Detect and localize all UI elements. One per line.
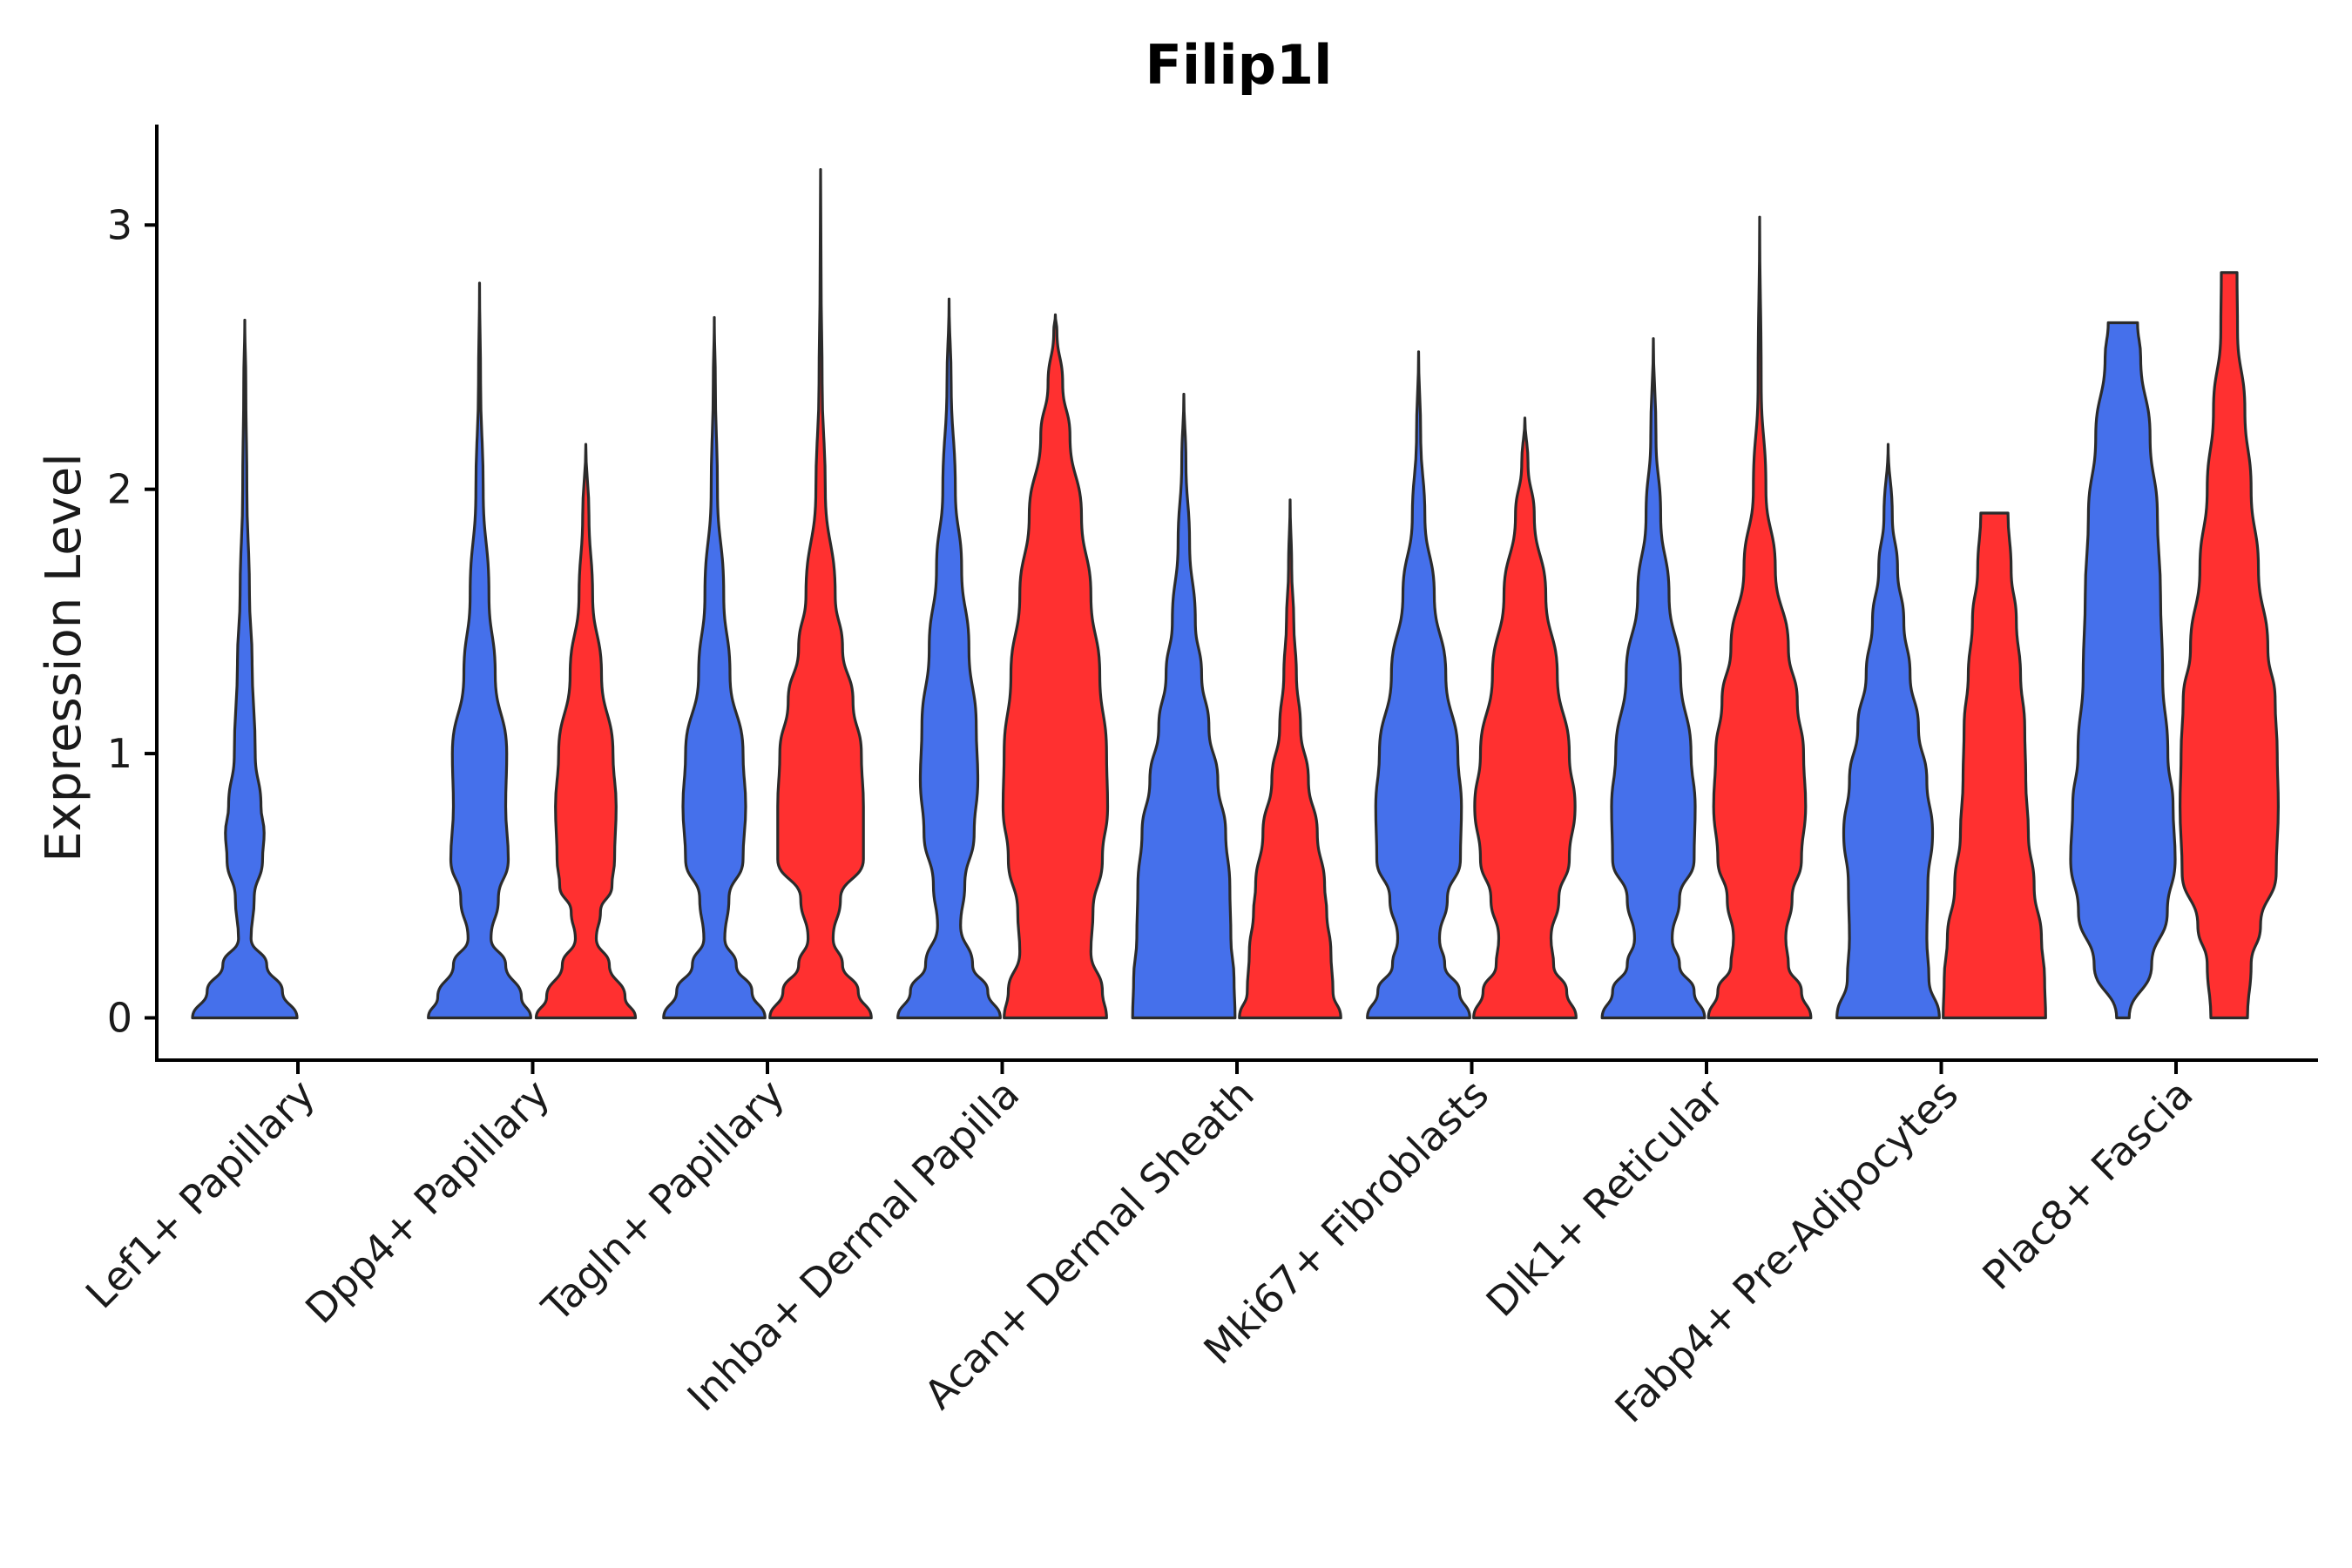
y-tick-label: 0 — [107, 994, 132, 1041]
violin-group_a — [1366, 350, 1471, 1020]
violin-group_b — [2179, 271, 2280, 1020]
violin-group_a — [662, 315, 767, 1020]
violin-group_b — [1472, 416, 1578, 1020]
violin-group_a — [1835, 443, 1941, 1020]
violin-group_b — [1238, 498, 1342, 1020]
violin-group_a — [1131, 392, 1237, 1020]
violin-group_a — [896, 297, 1002, 1020]
violin-group_b — [1707, 215, 1813, 1020]
violin-group_a — [1600, 337, 1707, 1020]
violin-group_a — [427, 281, 532, 1020]
x-tick-label: Tagln+ Papillary — [532, 1071, 794, 1332]
y-tick-label: 2 — [107, 466, 132, 513]
y-axis-label: Expression Level — [36, 453, 92, 862]
x-tick-label: Plac8+ Fascia — [1973, 1071, 2201, 1299]
violin-group_b — [1942, 511, 2047, 1020]
violin-group_b — [1001, 313, 1110, 1020]
x-tick-label: Dlk1+ Reticular — [1477, 1071, 1733, 1326]
y-tick-label: 1 — [107, 730, 132, 777]
y-ticks: 0 1 2 3 — [107, 201, 157, 1041]
violin-group_a — [2069, 321, 2177, 1020]
violin-group_b — [768, 167, 873, 1020]
chart-title: Filip1l — [1146, 33, 1333, 97]
x-tick-label: Lef1+ Papillary — [77, 1071, 324, 1318]
x-tick-label: Dpp4+ Papillary — [296, 1071, 558, 1333]
y-tick-label: 3 — [107, 201, 132, 248]
violin-group_b — [534, 443, 638, 1020]
violin-group_a — [191, 318, 299, 1020]
violin-group — [191, 167, 2280, 1020]
